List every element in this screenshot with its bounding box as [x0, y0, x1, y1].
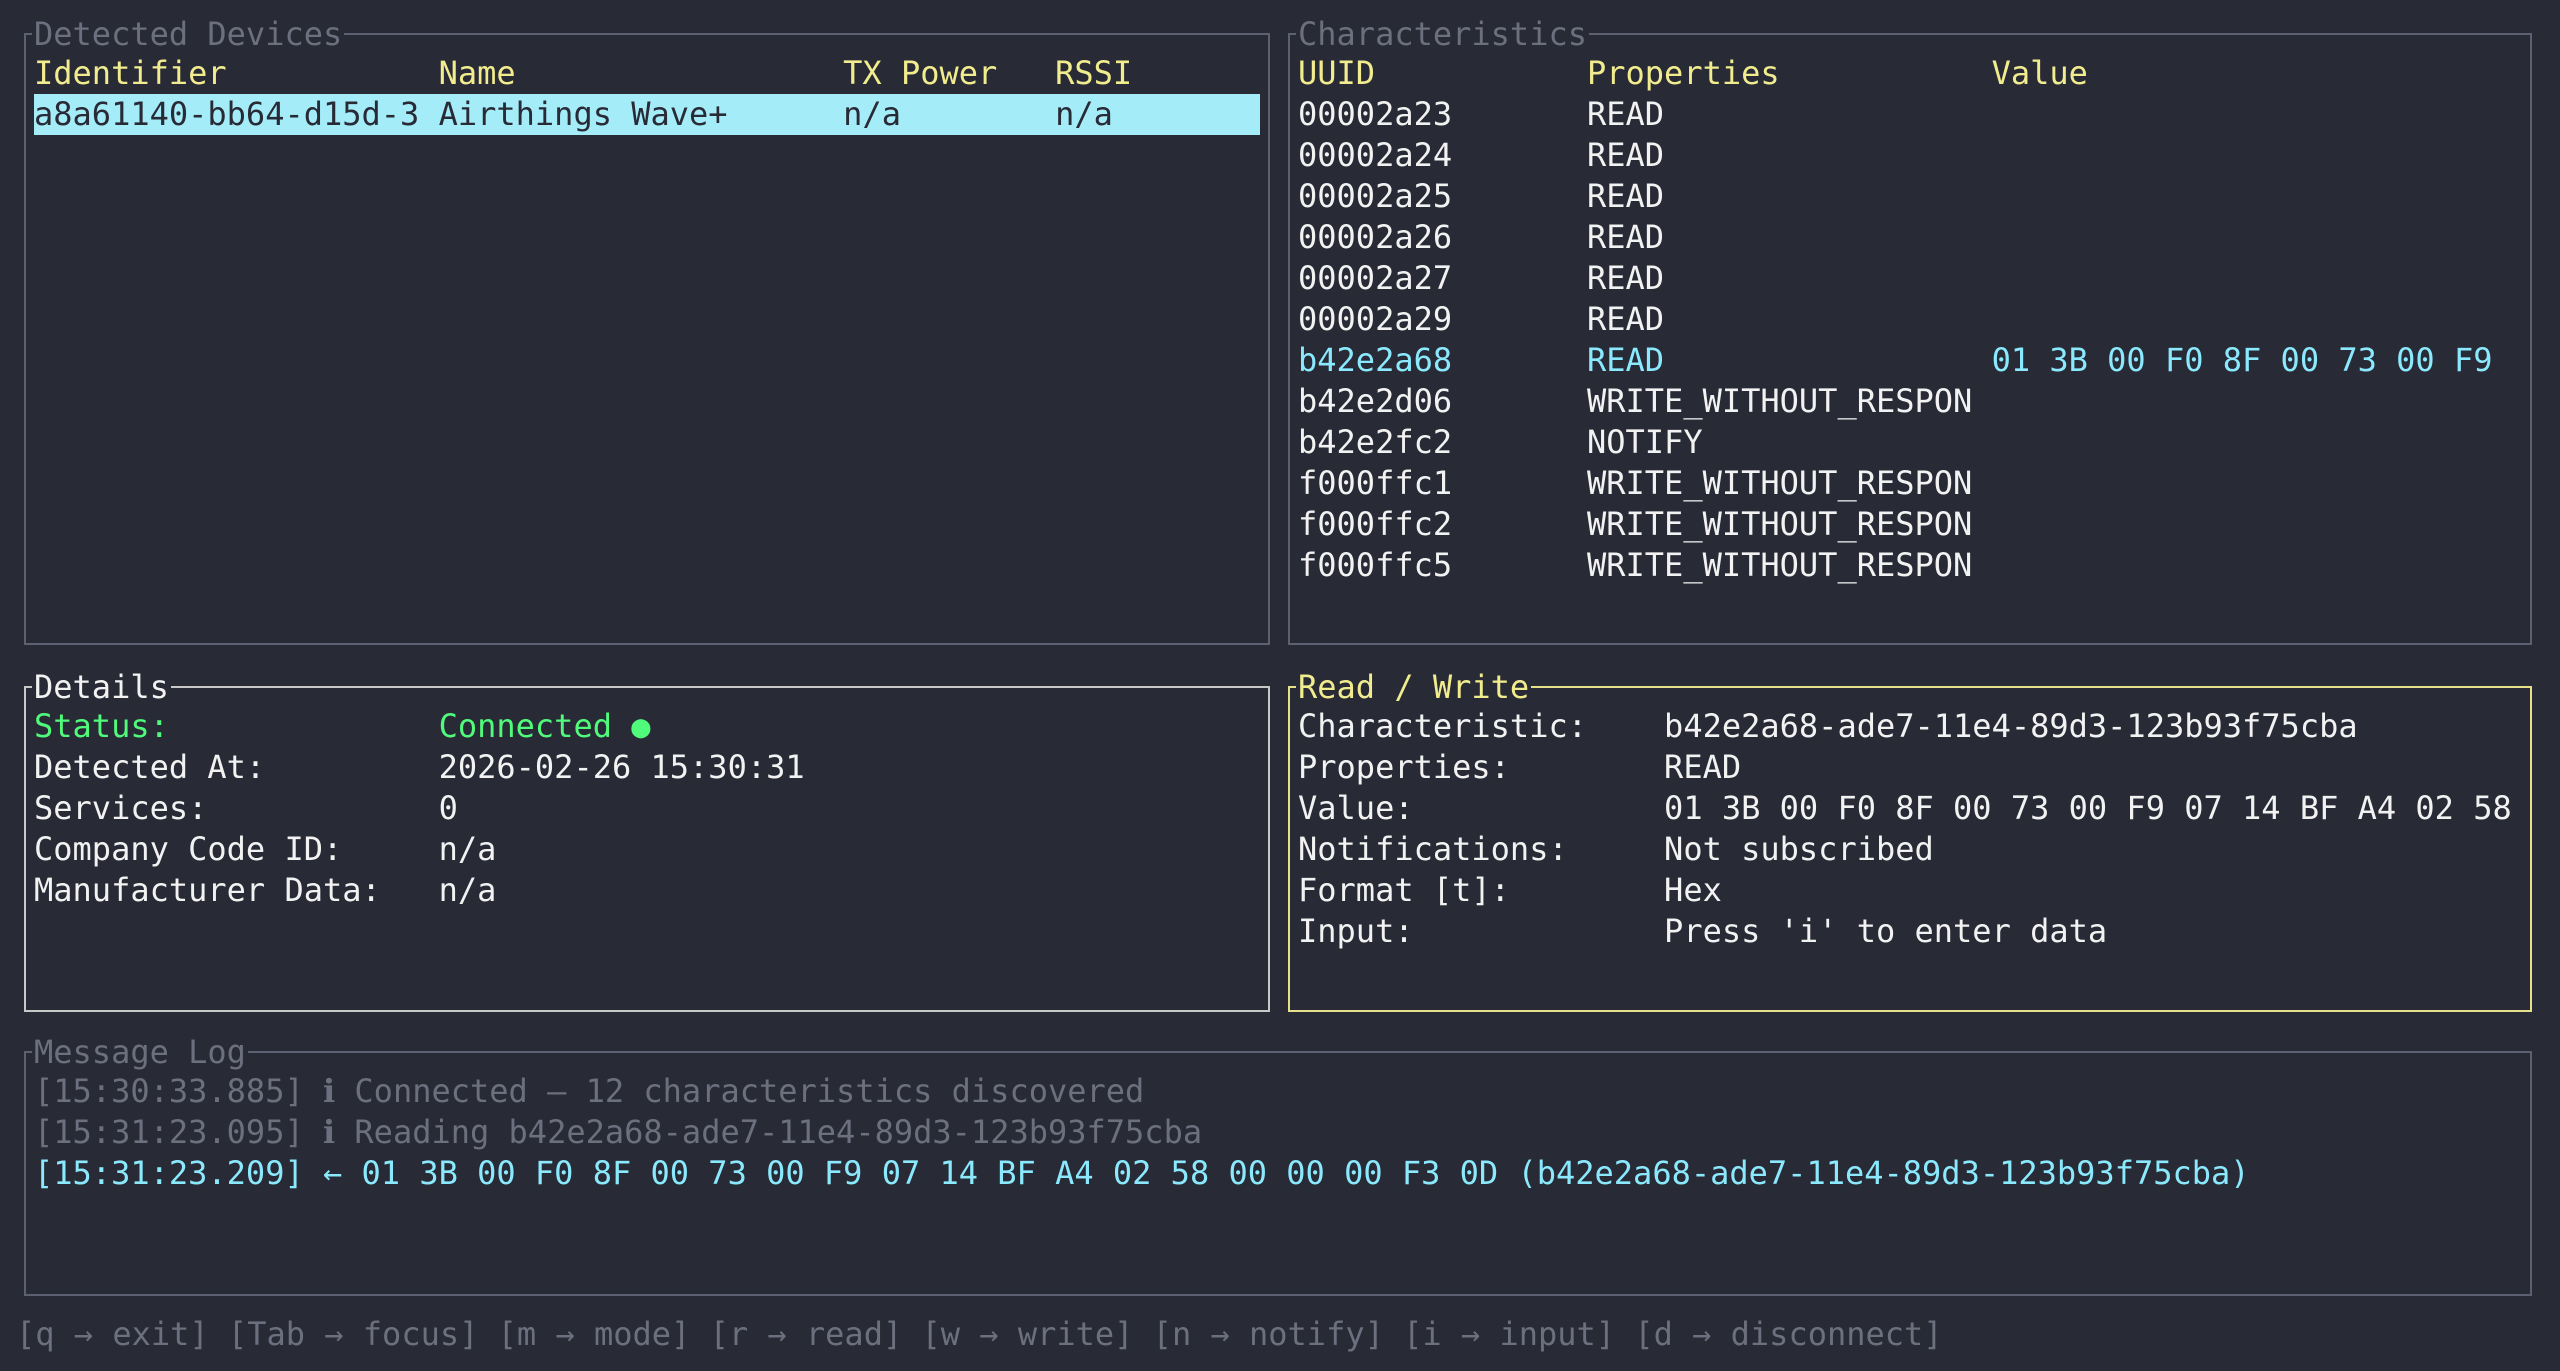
field-row: Detected At: 2026-02-26 15:30:31 — [34, 747, 1260, 788]
cell: Format [t]: — [1298, 871, 1510, 909]
cell: 00002a29 — [1298, 300, 1453, 338]
field-row: Status: Connected ● — [34, 706, 1260, 747]
cell: 2026-02-26 15:30:31 — [438, 748, 805, 786]
cell: RSSI — [1055, 54, 1133, 92]
cell: n/a — [438, 830, 497, 868]
cell: Value — [1991, 54, 2088, 92]
cell: 00002a27 — [1298, 259, 1453, 297]
field-row: Value: 01 3B 00 F0 8F 00 73 00 F9 07 14 B… — [1298, 788, 2522, 829]
table-row[interactable]: f000ffc1 WRITE_WITHOUT_RESPON — [1298, 463, 2522, 504]
cell: n/a — [843, 95, 901, 133]
cell: READ — [1586, 218, 1665, 256]
field-row: Input: Press 'i' to enter data — [1298, 911, 2522, 952]
cell: READ — [1586, 300, 1665, 338]
table-row[interactable]: b42e2fc2 NOTIFY — [1298, 422, 2522, 463]
cell: WRITE_WITHOUT_RESPON — [1586, 382, 1973, 420]
cell: 00002a24 — [1298, 136, 1453, 174]
table-row[interactable]: b42e2d06 WRITE_WITHOUT_RESPON — [1298, 381, 2522, 422]
cell: UUID — [1298, 54, 1376, 92]
cell: Airthings Wave+ — [438, 95, 728, 133]
cell: 01 3B 00 F0 8F 00 73 00 F9 07 14 BF A4 0… — [1664, 789, 2512, 827]
key-hints: [q → exit] [Tab → focus] [m → mode] [r →… — [16, 1315, 1943, 1353]
cell: Services: — [34, 789, 208, 827]
cell: 00002a25 — [1298, 177, 1453, 215]
cell: Name — [438, 54, 516, 92]
log-line: [15:31:23.095] ℹ Reading b42e2a68-ade7-1… — [34, 1113, 1203, 1151]
field-row: Notifications: Not subscribed — [1298, 829, 2522, 870]
field-row: Manufacturer Data: n/a — [34, 870, 1260, 911]
cell: Notifications: — [1298, 830, 1568, 868]
field-row: Characteristic: b42e2a68-ade7-11e4-89d3-1… — [1298, 706, 2522, 747]
cell: Characteristic: — [1298, 707, 1587, 745]
table-row[interactable]: 00002a23 READ — [1298, 94, 2522, 135]
details-panel: Details Status: Connected ● Detected At: 202… — [24, 667, 1270, 1012]
table-row[interactable]: 00002a29 READ — [1298, 299, 2522, 340]
cell: b42e2a68 — [1298, 341, 1453, 379]
cell: Hex — [1664, 871, 1722, 909]
cell: Connected ● — [438, 707, 651, 745]
characteristics-panel: Characteristics UUID Properties Value 00002a… — [1288, 14, 2532, 645]
cell: b42e2a68-ade7-11e4-89d3-123b93f75cba — [1664, 707, 2358, 745]
panel-title: Read / Write — [1296, 667, 1532, 707]
cell: n/a — [1055, 95, 1113, 133]
cell: Properties — [1586, 54, 1780, 92]
cell: WRITE_WITHOUT_RESPON — [1586, 505, 1973, 543]
cell: Detected At: — [34, 748, 266, 786]
panel-title: Message Log — [32, 1032, 248, 1072]
devices-panel: Detected Devices Identifier Name TX Power RS… — [24, 14, 1270, 645]
cell: READ — [1586, 136, 1665, 174]
table-row[interactable]: 00002a24 READ — [1298, 135, 2522, 176]
cell: Value: — [1298, 789, 1414, 827]
cell: WRITE_WITHOUT_RESPON — [1586, 546, 1973, 584]
cell: READ — [1586, 95, 1665, 133]
table-row[interactable]: 00002a27 READ — [1298, 258, 2522, 299]
cell: READ — [1664, 748, 1742, 786]
cell: Company Code ID: — [34, 830, 343, 868]
log-line: [15:30:33.885] ℹ Connected — 12 characte… — [34, 1072, 1145, 1110]
field-row: Format [t]: Hex — [1298, 870, 2522, 911]
field-row: Properties: READ — [1298, 747, 2522, 788]
log-line: [15:31:23.209] ← 01 3B 00 F0 8F 00 73 00… — [34, 1154, 2250, 1192]
table-header: Identifier Name TX Power RSSI — [34, 53, 1260, 94]
cell: READ — [1586, 259, 1665, 297]
table-row[interactable]: a8a61140-bb64-d15d-3 Airthings Wave+ n/a n/… — [34, 94, 1260, 135]
cell: Press 'i' to enter data — [1664, 912, 2108, 950]
panel-title: Details — [32, 667, 171, 707]
cell: 0 — [438, 789, 458, 827]
cell: f000ffc5 — [1298, 546, 1453, 584]
cell: WRITE_WITHOUT_RESPON — [1586, 464, 1973, 502]
cell: NOTIFY — [1586, 423, 1703, 461]
table-row[interactable]: 00002a25 READ — [1298, 176, 2522, 217]
table-row[interactable]: f000ffc5 WRITE_WITHOUT_RESPON — [1298, 545, 2522, 586]
log-panel: Message Log [15:30:33.885] ℹ Connected — … — [24, 1032, 2532, 1296]
panel-title: Detected Devices — [32, 14, 345, 54]
cell: Identifier — [34, 54, 227, 92]
cell: f000ffc1 — [1298, 464, 1453, 502]
table-header: UUID Properties Value — [1298, 53, 2522, 94]
cell: TX Power — [843, 54, 998, 92]
cell: READ — [1586, 341, 1665, 379]
cell: n/a — [438, 871, 497, 909]
cell: READ — [1586, 177, 1665, 215]
read-write-panel: Read / Write Characteristic: b42e2a68-ade7… — [1288, 667, 2532, 1012]
cell: Not subscribed — [1664, 830, 1934, 868]
field-row: Company Code ID: n/a — [34, 829, 1260, 870]
cell: Properties: — [1298, 748, 1510, 786]
cell: Manufacturer Data: — [34, 871, 381, 909]
cell: f000ffc2 — [1298, 505, 1453, 543]
table-row[interactable]: b42e2a68 READ 01 3B 00 F0 8F 00 73 00 F9 — [1298, 340, 2522, 381]
table-row[interactable]: 00002a26 READ — [1298, 217, 2522, 258]
cell: b42e2fc2 — [1298, 423, 1453, 461]
cell: Status: — [34, 707, 169, 745]
field-row: Services: 0 — [34, 788, 1260, 829]
cell: 01 3B 00 F0 8F 00 73 00 F9 — [1991, 341, 2493, 379]
cell: Input: — [1298, 912, 1414, 950]
cell: b42e2d06 — [1298, 382, 1453, 420]
cell: 00002a23 — [1298, 95, 1453, 133]
table-row[interactable]: f000ffc2 WRITE_WITHOUT_RESPON — [1298, 504, 2522, 545]
cell: 00002a26 — [1298, 218, 1453, 256]
cell: a8a61140-bb64-d15d-3 — [34, 95, 420, 133]
panel-title: Characteristics — [1296, 14, 1589, 54]
